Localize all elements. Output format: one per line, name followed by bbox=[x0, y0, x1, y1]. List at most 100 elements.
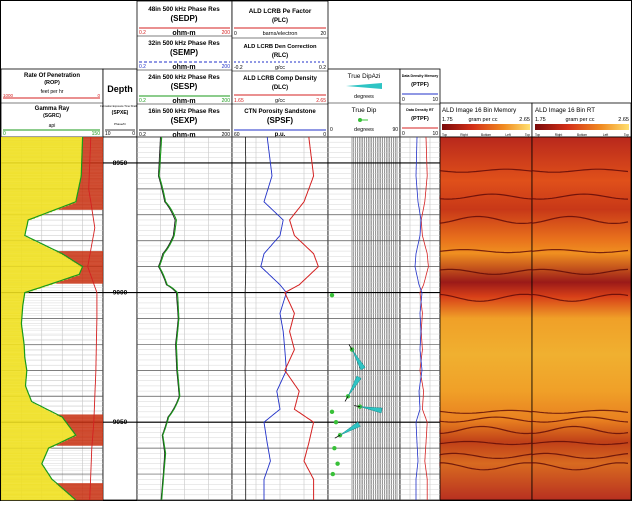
gr-fill-sand bbox=[1, 381, 26, 382]
gr-fill-sand bbox=[1, 162, 82, 163]
gr-fill-shale bbox=[82, 143, 103, 144]
gr-fill-sand bbox=[1, 444, 57, 445]
gr-fill-sand bbox=[1, 452, 47, 453]
gr-fill-sand bbox=[1, 151, 82, 152]
gr-fill-sand bbox=[1, 306, 23, 307]
gr-fill-shale bbox=[75, 434, 103, 435]
dip-point bbox=[335, 462, 339, 466]
gr-fill-sand bbox=[1, 427, 70, 428]
semp-right-scale: 200 bbox=[222, 64, 231, 70]
image-rt-scale-left: 1.75 bbox=[535, 117, 546, 123]
gr-fill-sand bbox=[1, 188, 79, 189]
gr-fill-sand bbox=[1, 308, 23, 309]
gr-fill-sand bbox=[1, 390, 27, 391]
gr-fill-sand bbox=[1, 264, 79, 265]
ptpf-mem-title: Data Density Memory bbox=[402, 74, 439, 78]
gr-fill-sand bbox=[1, 309, 22, 310]
gr-fill-shale bbox=[83, 267, 103, 268]
gr-fill-sand bbox=[1, 272, 80, 273]
quadrant-label: Left bbox=[505, 133, 510, 137]
gr-fill-shale bbox=[56, 483, 103, 484]
gr-fill-shale bbox=[71, 496, 103, 497]
dip-azi-unit: degrees bbox=[354, 94, 374, 100]
gr-fill-sand bbox=[1, 479, 52, 480]
gr-fill-sand bbox=[1, 331, 22, 332]
gr-fill-sand bbox=[1, 193, 78, 194]
density-header: ALD LCRB Pe Factor (PLC) 0 barns/electro… bbox=[232, 1, 328, 138]
gr-fill-shale bbox=[70, 427, 103, 428]
gr-fill-sand bbox=[1, 468, 44, 469]
rop-unit: feet per hr bbox=[41, 89, 64, 95]
gr-fill-shale bbox=[62, 417, 103, 418]
gr-fill-sand bbox=[1, 344, 24, 345]
gr-fill-sand bbox=[1, 311, 22, 312]
gr-fill-sand bbox=[1, 172, 81, 173]
gr-fill-sand bbox=[1, 219, 32, 220]
gr-fill-sand bbox=[1, 236, 25, 237]
ptpf-rt-left: 0 bbox=[402, 131, 405, 137]
gr-fill-sand bbox=[1, 141, 82, 142]
spxe-mnemonic: (SPXE) bbox=[112, 110, 129, 116]
gr-fill-shale bbox=[58, 484, 103, 485]
depth-title: Depth bbox=[107, 84, 133, 94]
gr-fill-sand bbox=[1, 374, 27, 375]
gr-fill-sand bbox=[1, 457, 45, 458]
ptpf-mem-right: 10 bbox=[432, 97, 438, 103]
gr-fill-shale bbox=[80, 273, 103, 274]
dlc-unit: g/cc bbox=[275, 98, 285, 104]
gr-fill-shale bbox=[66, 206, 103, 207]
gr-fill-sand bbox=[1, 420, 64, 421]
gr-fill-sand bbox=[1, 364, 26, 365]
gr-fill-sand bbox=[1, 448, 49, 449]
gr-fill-sand bbox=[1, 150, 82, 151]
gr-fill-shale bbox=[82, 149, 103, 150]
gr-fill-shale bbox=[67, 492, 103, 493]
gr-fill-shale bbox=[79, 264, 103, 265]
gr-fill-sand bbox=[1, 346, 24, 347]
gr-fill-sand bbox=[1, 319, 22, 320]
gr-fill-sand bbox=[1, 258, 68, 259]
gr-fill-sand bbox=[1, 169, 81, 170]
spxe-left-scale: 10 bbox=[105, 131, 111, 137]
gr-fill-shale bbox=[82, 153, 103, 154]
gr-fill-sand bbox=[1, 342, 24, 343]
gr-fill-sand bbox=[1, 474, 49, 475]
gr-fill-shale bbox=[82, 154, 103, 155]
quadrant-label: Top bbox=[525, 133, 530, 137]
gr-fill-shale bbox=[81, 265, 103, 266]
gr-fill-sand bbox=[1, 260, 72, 261]
gr-fill-sand bbox=[1, 245, 44, 246]
gr-fill-shale bbox=[78, 191, 103, 192]
gr-fill-sand bbox=[1, 369, 27, 370]
gr-fill-sand bbox=[1, 243, 41, 244]
gr-fill-shale bbox=[66, 256, 103, 257]
gr-fill-sand bbox=[1, 303, 23, 304]
gr-unit: api bbox=[49, 123, 56, 129]
gr-fill-sand bbox=[1, 287, 41, 288]
gr-fill-sand bbox=[1, 412, 52, 413]
gr-fill-sand bbox=[1, 190, 78, 191]
gr-fill-sand bbox=[1, 483, 56, 484]
gr-fill-shale bbox=[82, 155, 103, 156]
gr-fill-shale bbox=[81, 176, 103, 177]
gr-fill-sand bbox=[1, 298, 24, 299]
gr-fill-shale bbox=[72, 430, 103, 431]
gr-fill-sand bbox=[1, 177, 81, 178]
gr-fill-shale bbox=[70, 438, 103, 439]
gr-fill-shale bbox=[83, 137, 103, 138]
gr-fill-sand bbox=[1, 399, 31, 400]
gr-fill-shale bbox=[59, 208, 103, 209]
gr-fill-sand bbox=[1, 378, 26, 379]
gr-fill-sand bbox=[1, 335, 23, 336]
gr-fill-sand bbox=[1, 429, 71, 430]
gr-fill-sand bbox=[1, 256, 66, 257]
gr-fill-sand bbox=[1, 238, 30, 239]
ptpf-rt-right: 10 bbox=[432, 131, 438, 137]
gr-fill-shale bbox=[68, 439, 103, 440]
gr-fill-sand bbox=[1, 439, 68, 440]
gr-fill-sand bbox=[1, 460, 44, 461]
gr-fill-sand bbox=[1, 455, 46, 456]
image-rt-track bbox=[532, 137, 631, 500]
gr-fill-shale bbox=[67, 424, 103, 425]
gr-fill-sand bbox=[1, 321, 22, 322]
